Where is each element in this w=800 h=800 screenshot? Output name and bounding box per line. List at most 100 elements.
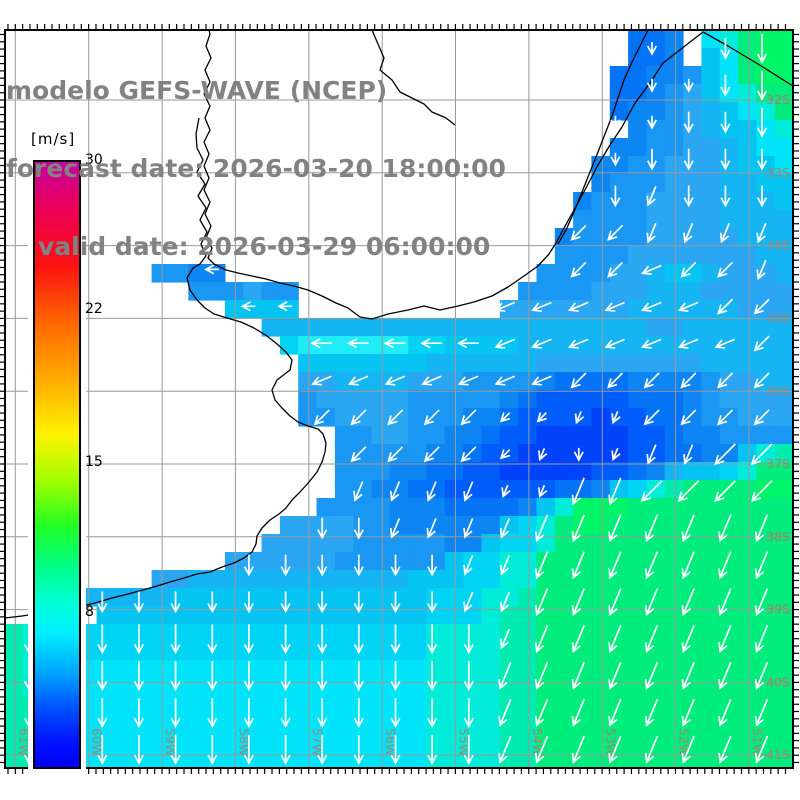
sea-cell xyxy=(481,642,501,661)
sea-cell xyxy=(444,444,464,463)
sea-cell xyxy=(389,354,409,373)
sea-cell xyxy=(426,678,446,697)
wind-arrow xyxy=(683,222,694,244)
sea-cell xyxy=(591,246,611,265)
coastline-layer xyxy=(4,29,794,619)
sea-cell xyxy=(316,552,336,571)
wind-arrow xyxy=(720,148,731,171)
wind-arrow xyxy=(607,224,624,241)
sea-cell xyxy=(701,228,721,247)
sea-cell xyxy=(628,228,647,247)
sea-cell xyxy=(738,696,757,715)
sea-cell xyxy=(701,354,721,373)
wind-arrow xyxy=(756,148,768,171)
sea-cell xyxy=(628,426,647,445)
sea-cell xyxy=(701,84,721,103)
sea-cell xyxy=(334,552,354,571)
wind-arrow xyxy=(277,301,293,312)
sea-cell xyxy=(518,588,537,607)
wind-arrow xyxy=(170,624,181,655)
sea-cell xyxy=(664,372,684,391)
colorbar-tick-label: 15 xyxy=(85,454,103,470)
sea-cell xyxy=(664,660,684,679)
sea-cell xyxy=(609,102,629,121)
sea-cell xyxy=(243,678,263,697)
sea-cell xyxy=(664,732,684,751)
sea-cell xyxy=(646,426,666,445)
sea-cell xyxy=(279,318,299,337)
wind-arrow xyxy=(608,588,622,617)
sea-cell xyxy=(96,660,116,679)
sea-cell xyxy=(206,714,226,733)
sea-cell xyxy=(756,390,776,409)
sea-cell xyxy=(628,48,647,67)
wind-arrow xyxy=(753,335,770,352)
sea-cell xyxy=(628,156,647,175)
sea-cell xyxy=(664,642,684,661)
sea-cell xyxy=(774,642,794,661)
wind-arrow xyxy=(646,78,658,93)
sea-cell xyxy=(738,300,757,319)
sea-cell xyxy=(756,246,776,265)
wind-arrow xyxy=(681,662,695,690)
sea-cell xyxy=(481,354,501,373)
sea-cell xyxy=(169,732,189,751)
sea-cell xyxy=(646,498,666,517)
wind-arrow xyxy=(646,186,657,207)
sea-cell xyxy=(664,138,684,157)
wind-arrow xyxy=(280,661,291,692)
sea-cell xyxy=(554,336,574,355)
sea-cell xyxy=(719,48,739,67)
sea-cell xyxy=(96,714,116,733)
wind-arrow xyxy=(718,625,732,653)
sea-cell xyxy=(169,624,189,643)
sea-cell xyxy=(591,408,611,427)
wind-arrow xyxy=(610,185,621,208)
sea-cell xyxy=(206,660,226,679)
sea-cell xyxy=(664,300,684,319)
sea-cell xyxy=(536,696,556,715)
sea-cell xyxy=(664,516,684,535)
sea-cell xyxy=(701,246,721,265)
sea-cell xyxy=(756,696,776,715)
sea-cell xyxy=(683,372,702,391)
sea-cell xyxy=(499,498,519,517)
sea-cell xyxy=(115,642,134,661)
wind-arrow xyxy=(644,588,659,617)
sea-cell xyxy=(261,642,281,661)
sea-cell xyxy=(664,750,684,769)
sea-cell xyxy=(371,660,391,679)
sea-cell xyxy=(701,498,721,517)
sea-cell xyxy=(463,426,483,445)
sea-cell xyxy=(334,480,354,499)
wind-arrow xyxy=(531,375,552,386)
sea-cell xyxy=(463,390,483,409)
sea-cell xyxy=(701,552,721,571)
sea-cell xyxy=(426,714,446,733)
wind-arrow xyxy=(608,551,622,580)
wind-arrow xyxy=(641,264,662,275)
sea-cell xyxy=(738,282,757,301)
sea-cell xyxy=(371,318,391,337)
sea-cell xyxy=(664,192,684,211)
sea-cell xyxy=(463,444,483,463)
sea-cell xyxy=(389,444,409,463)
sea-cell xyxy=(573,192,592,211)
sea-cell xyxy=(261,624,281,643)
sea-cell xyxy=(664,462,684,481)
wind-arrow xyxy=(97,735,108,765)
sea-cell xyxy=(499,552,519,571)
sea-cell xyxy=(774,228,794,247)
sea-cell xyxy=(646,372,666,391)
wind-arrow xyxy=(681,514,695,543)
sea-cell xyxy=(96,642,116,661)
sea-cell xyxy=(298,660,318,679)
sea-cell xyxy=(481,444,501,463)
sea-cell xyxy=(719,336,739,355)
sea-cell xyxy=(463,354,483,373)
sea-cell xyxy=(591,300,611,319)
sea-cell xyxy=(316,408,336,427)
sea-cell xyxy=(573,264,592,283)
wind-arrow xyxy=(720,185,731,208)
sea-cell xyxy=(243,588,263,607)
